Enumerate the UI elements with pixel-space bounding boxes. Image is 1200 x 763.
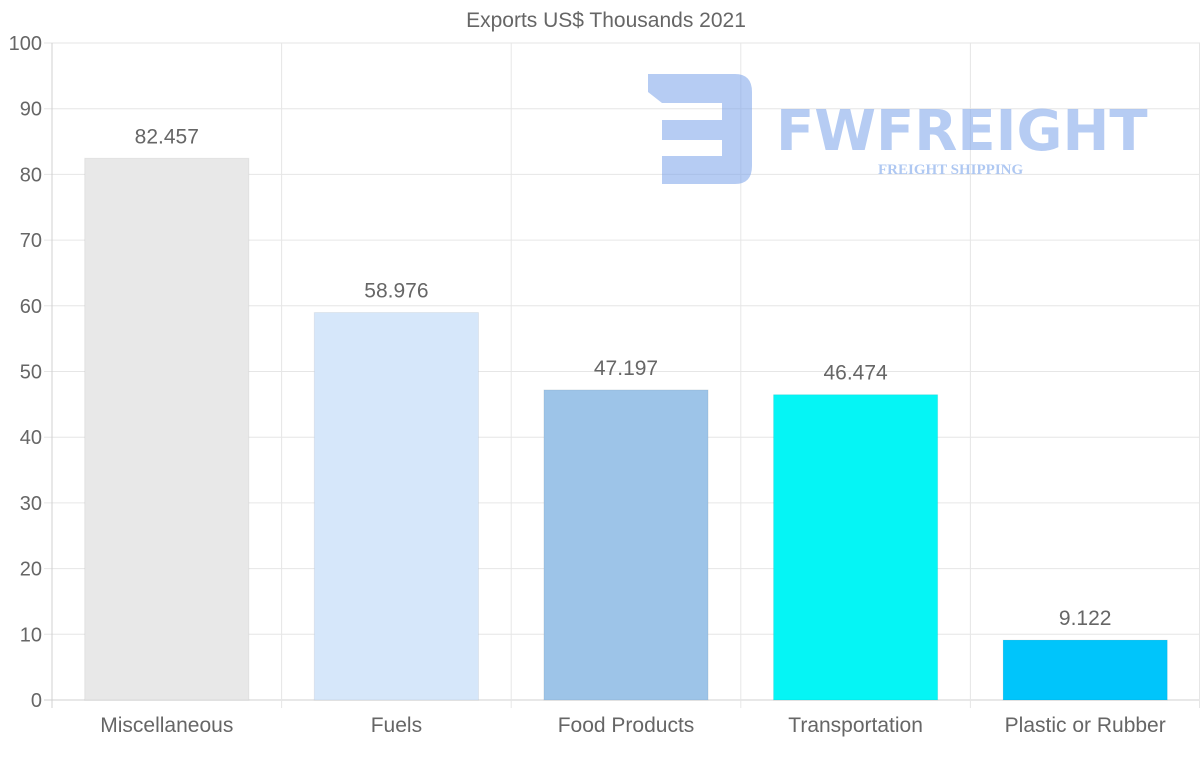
data-label: 82.457 [135, 125, 199, 148]
watermark-brand: FWFREIGHT [776, 99, 1148, 164]
y-tick-label: 70 [20, 230, 42, 252]
data-label: 9.122 [1059, 607, 1112, 630]
x-tick-label: Miscellaneous [100, 714, 233, 737]
y-tick-label: 30 [20, 493, 42, 515]
bars [84, 157, 1168, 701]
watermark-logo: FWFREIGHT FREIGHT SHIPPING [648, 74, 1148, 184]
watermark-tagline: FREIGHT SHIPPING [878, 162, 1023, 178]
x-axis-labels: Miscellaneous Fuels Food Products Transport… [100, 714, 1165, 737]
data-label: 46.474 [823, 362, 888, 385]
y-tick-label: 0 [31, 690, 42, 712]
x-tick-label: Plastic or Rubber [1005, 714, 1166, 737]
data-label: 58.976 [364, 280, 428, 303]
y-tick-label: 80 [20, 164, 42, 186]
x-tick-label: Fuels [371, 714, 422, 737]
y-axis-ticks: 0 10 20 30 40 50 60 70 80 90 100 [9, 33, 42, 712]
bar [313, 312, 479, 701]
y-tick-label: 100 [9, 33, 42, 55]
fw-logo-mark [648, 74, 752, 184]
y-tick-label: 20 [20, 559, 42, 581]
chart-title: Exports US$ Thousands 2021 [466, 9, 746, 32]
y-tick-label: 90 [20, 99, 42, 121]
bar [1002, 639, 1168, 701]
y-tick-label: 10 [20, 624, 42, 646]
y-tick-label: 50 [20, 362, 42, 384]
y-tick-label: 60 [20, 296, 42, 318]
bar [543, 389, 709, 701]
data-labels: 82.457 58.976 47.197 46.474 9.122 [135, 125, 1112, 630]
bar [84, 157, 250, 701]
x-tick-label: Food Products [558, 714, 695, 737]
data-label: 47.197 [594, 357, 658, 380]
x-tick-label: Transportation [788, 714, 923, 737]
y-tick-label: 40 [20, 427, 42, 449]
bar [773, 394, 939, 701]
